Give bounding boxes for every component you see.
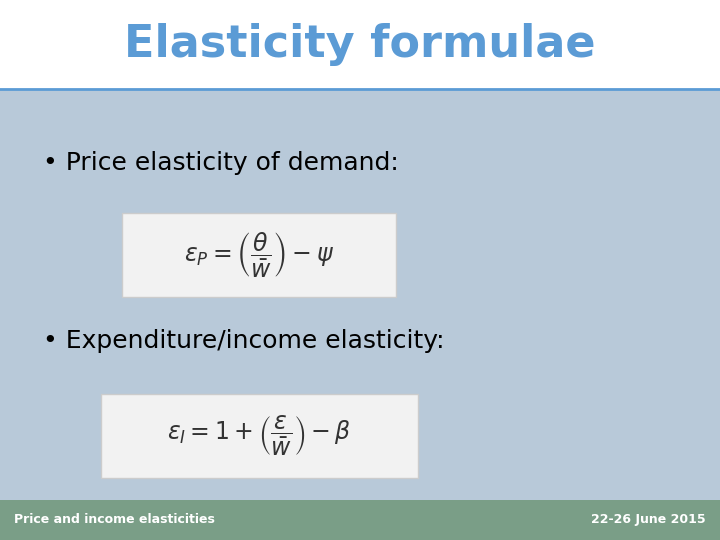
FancyBboxPatch shape bbox=[0, 500, 720, 540]
Text: $\varepsilon_I = 1 + \left(\dfrac{\varepsilon}{\bar{w}}\right) - \beta$: $\varepsilon_I = 1 + \left(\dfrac{\varep… bbox=[167, 414, 351, 458]
Text: • Expenditure/income elasticity:: • Expenditure/income elasticity: bbox=[43, 329, 445, 354]
FancyBboxPatch shape bbox=[101, 394, 418, 478]
Text: • Price elasticity of demand:: • Price elasticity of demand: bbox=[43, 151, 399, 175]
FancyBboxPatch shape bbox=[122, 213, 396, 297]
Text: $\varepsilon_P = \left(\dfrac{\theta}{\bar{w}}\right) - \psi$: $\varepsilon_P = \left(\dfrac{\theta}{\b… bbox=[184, 231, 334, 280]
Text: Elasticity formulae: Elasticity formulae bbox=[125, 23, 595, 66]
Text: Price and income elasticities: Price and income elasticities bbox=[14, 513, 215, 526]
FancyBboxPatch shape bbox=[0, 0, 720, 89]
Text: 22-26 June 2015: 22-26 June 2015 bbox=[591, 513, 706, 526]
